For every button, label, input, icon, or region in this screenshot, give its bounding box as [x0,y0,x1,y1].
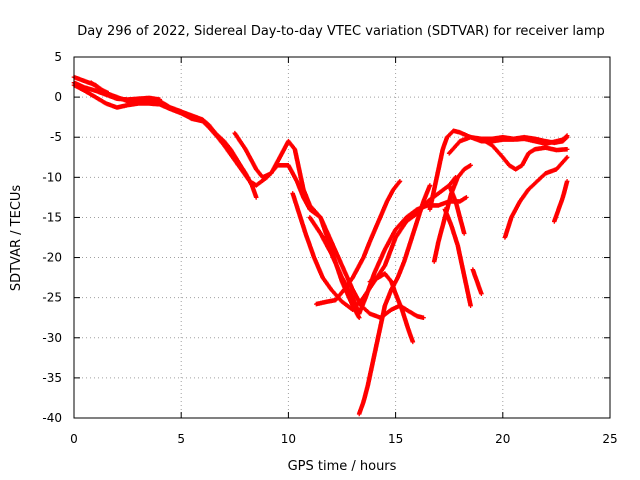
data-marks-arc-g [307,195,469,316]
data-series-arc-j [356,183,433,417]
y-tick-label: -30 [42,331,62,345]
y-tick-label: -25 [42,291,62,305]
data-series-arc-q [479,134,570,146]
data-series-arc-i [367,271,416,345]
data-marks-arc-s [552,179,570,224]
data-marks-arc-l [442,207,473,308]
x-tick-label: 0 [70,432,78,446]
data-marks-arc-p [446,134,570,172]
data-marks-arc-r [502,155,570,240]
data-marks-arc-h [314,179,403,307]
data-series-arc-p [446,134,570,172]
data-marks-arc-d [88,80,111,96]
y-tick-label: 0 [54,90,62,104]
data-marks-arc-q [479,134,570,146]
data-series-arc-n [470,267,484,296]
grid [74,57,610,418]
x-axis-label: GPS time / hours [288,459,397,474]
x-tick-label: 15 [388,432,403,446]
data-marks-arc-b [71,82,362,320]
data-series-arc-m [446,183,467,236]
x-tick-label: 5 [177,432,185,446]
data-series-arc-b [71,82,362,320]
y-tick-label: -10 [42,170,62,184]
chart-title: Day 296 of 2022, Sidereal Day-to-day VTE… [77,24,605,39]
data-series-arc-l [442,207,473,308]
y-tick-label: -15 [42,210,62,224]
data-series-arc-s [552,179,570,224]
plot-frame [73,56,611,419]
y-tick-label: -40 [42,411,62,425]
x-tick-label: 25 [602,432,617,446]
data-marks-arc-m [446,183,467,236]
x-tick-label: 20 [495,432,510,446]
y-tick-label: 5 [54,50,62,64]
data-series-arc-r [502,155,570,240]
data-series-arc-d [88,80,111,96]
y-tick-label: -5 [50,130,62,144]
data-series-arc-h [314,179,403,307]
y-axis-label: SDTVAR / TECUs [9,185,24,292]
data-marks-arc-j [356,183,433,417]
axis-ticks: 0 5 10 15 20 25 5 0 -5 -10 -15 -20 -25 -30 -35 -40 [42,50,617,446]
data-series-arc-g [307,195,469,316]
data-marks-arc-i [367,271,416,345]
x-tick-label: 10 [281,432,296,446]
y-tick-label: -20 [42,251,62,265]
data-marks-arc-n [470,267,484,296]
data-series [71,74,570,417]
y-tick-label: -35 [42,371,62,385]
